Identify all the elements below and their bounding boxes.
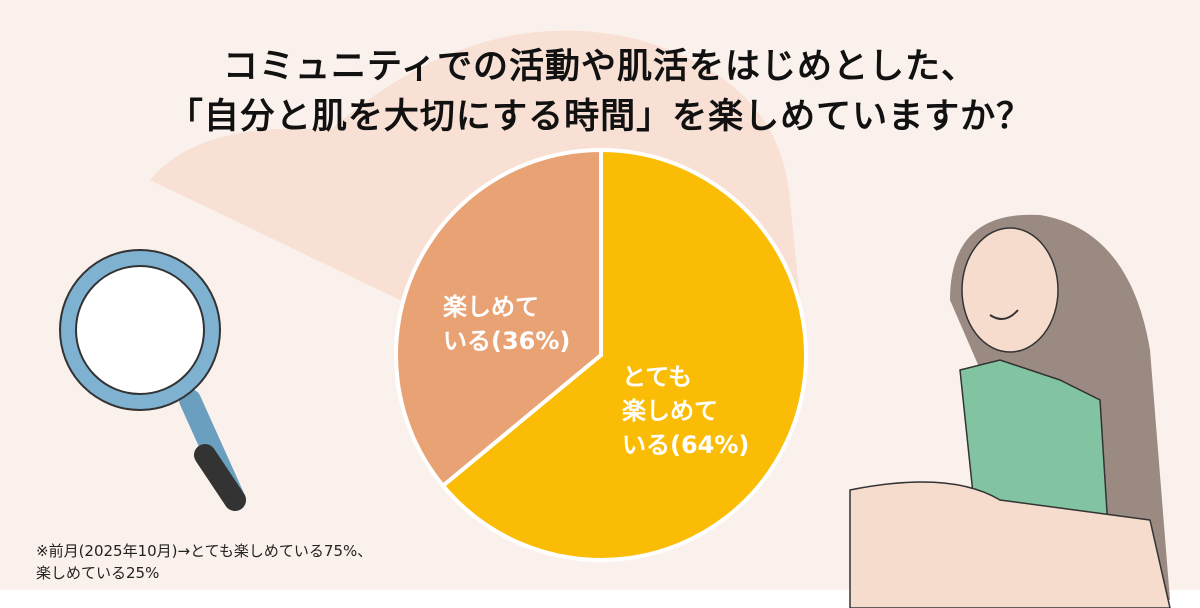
pie-slice-0 bbox=[440, 147, 808, 562]
label-line: とても bbox=[622, 363, 693, 391]
label-line: いる(64%) bbox=[622, 431, 750, 459]
label-line: 楽しめて bbox=[443, 293, 539, 321]
footnote: ※前月(2025年10月)→とても楽しめている75%、 楽しめている25% bbox=[36, 540, 372, 584]
pie-chart bbox=[394, 147, 808, 562]
footnote-line: 楽しめている25% bbox=[36, 564, 160, 582]
chart-title-line2: 「自分と肌を大切にする時間」を楽しめていますか？ bbox=[167, 97, 1033, 137]
label-line: 楽しめて bbox=[622, 397, 718, 425]
slice-label-very-enjoying: とても 楽しめて いる(64%) bbox=[622, 360, 749, 462]
pie-slice-1 bbox=[394, 147, 603, 489]
chart-title-line1: コミュニティでの活動や肌活をはじめとした、 bbox=[223, 47, 977, 87]
magnifying-glass-icon bbox=[59, 249, 246, 511]
slice-label-enjoying: 楽しめて いる(36%) bbox=[443, 290, 570, 358]
footnote-line: ※前月(2025年10月)→とても楽しめている75%、 bbox=[36, 542, 373, 560]
woman-illustration-icon bbox=[849, 214, 1171, 608]
label-line: いる(36%) bbox=[443, 327, 571, 355]
